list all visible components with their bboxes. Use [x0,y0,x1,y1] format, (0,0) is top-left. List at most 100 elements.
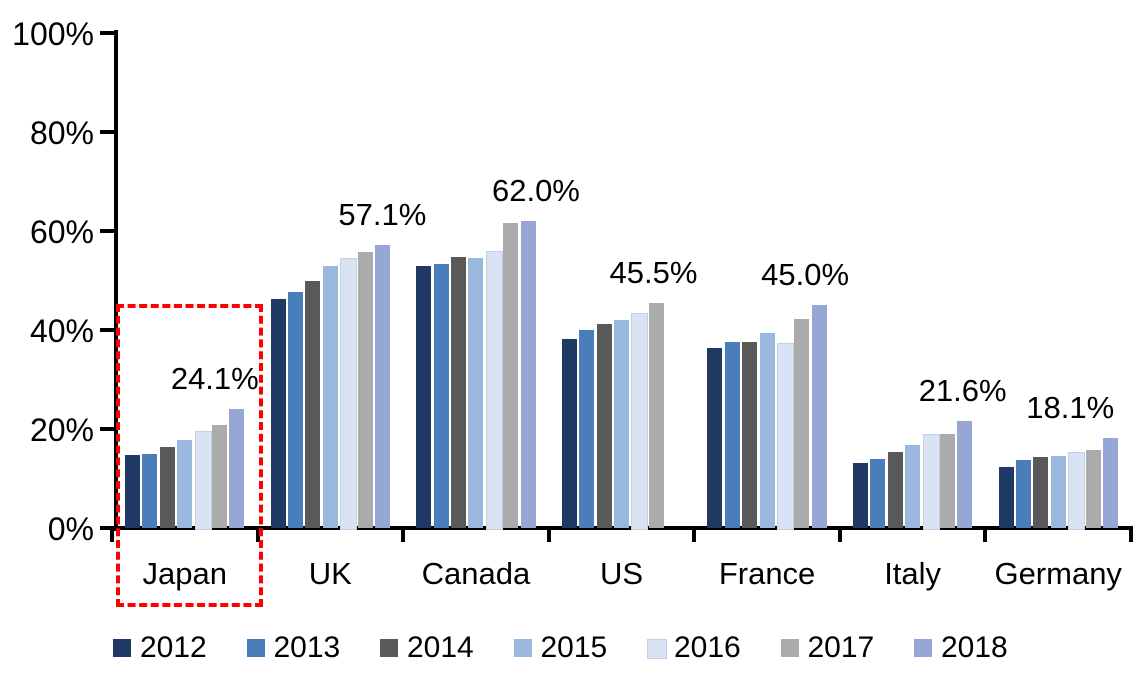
bar-france-2014 [742,341,758,528]
y-axis-tick-label: 0% [47,511,94,547]
bar-canada-2015 [468,258,484,528]
legend-label-2012: 2012 [140,631,207,664]
bar-france-2013 [724,341,740,528]
bar-canada-2018 [520,221,536,528]
y-axis-tick [100,130,114,134]
legend-label-2016: 2016 [674,631,741,664]
y-axis-tick-label: 40% [29,313,94,349]
bar-germany-2016 [1068,451,1086,530]
bar-canada-2016 [485,250,503,530]
bar-italy-2014 [887,452,903,528]
bar-germany-2015 [1050,455,1066,528]
y-axis-tick [100,427,114,431]
bar-germany-2012 [998,466,1014,528]
x-label-us: US [599,556,644,591]
bar-italy-2015 [905,444,921,528]
bar-uk-2013 [288,292,304,528]
bar-us-2015 [614,320,629,528]
x-axis-line [110,526,1133,530]
bar-italy-2012 [852,462,868,528]
legend-item-2013: 2013 [246,633,371,663]
value-label-france: 45.0% [761,257,850,293]
x-label-france: France [718,556,816,591]
legend-label-2017: 2017 [807,631,875,664]
legend-swatch-2018 [914,639,932,657]
bar-italy-2018 [957,421,973,528]
legend-item-2016: 2016 [647,633,771,663]
y-axis-line [114,30,118,531]
legend-swatch-2013 [246,639,265,657]
bar-japan-2015 [177,439,193,528]
value-label-italy: 21.6% [918,373,1007,409]
legend-item-2012: 2012 [113,633,237,663]
x-axis-tick [110,528,114,542]
x-label-italy: Italy [884,556,942,591]
bar-us-2016 [631,312,649,530]
bar-canada-2014 [451,257,467,528]
bar-japan-2018 [229,408,245,528]
x-axis-tick [837,528,842,542]
bar-uk-2018 [375,245,391,528]
y-axis-tick-label: 100% [12,16,94,52]
y-axis-tick [100,328,114,332]
x-axis-tick [255,528,260,542]
x-label-uk: UK [308,556,352,591]
x-label-japan: Japan [142,556,228,591]
bar-canada-2017 [503,223,519,528]
legend-label-2018: 2018 [941,631,1008,664]
bar-italy-2013 [870,458,886,528]
legend-swatch-2017 [780,639,799,657]
x-label-germany: Germany [994,556,1122,591]
bar-uk-2012 [270,298,286,528]
bar-us-2014 [596,324,612,528]
bar-france-2016 [776,343,794,530]
y-axis-tick-label: 20% [29,412,94,448]
bar-germany-2017 [1085,449,1101,528]
legend-label-2014: 2014 [407,631,474,664]
y-axis-tick [100,229,114,233]
legend-item-2018: 2018 [914,633,1038,663]
bar-germany-2014 [1033,457,1049,528]
bar-uk-2016 [340,257,358,530]
bar-france-2012 [707,347,723,528]
bar-canada-2012 [416,266,432,528]
legend-swatch-2014 [380,639,398,657]
legend-swatch-2016 [647,639,667,659]
legend-swatch-2012 [113,639,131,657]
bar-us-2012 [561,338,577,528]
legend-item-2015: 2015 [513,633,638,663]
bar-germany-2018 [1102,438,1118,528]
legend-label-2013: 2013 [273,631,341,664]
bar-japan-2013 [142,454,158,528]
legend-label-2015: 2015 [540,631,608,664]
y-axis-tick [100,526,114,530]
y-axis-tick-label: 60% [29,214,94,250]
y-axis-tick [100,31,114,35]
bar-japan-2014 [159,446,175,528]
y-axis-tick-label: 80% [29,115,94,151]
bar-france-2015 [759,333,775,528]
legend-item-2014: 2014 [380,633,504,663]
bar-us-2017 [648,302,664,528]
x-axis-tick [983,528,988,542]
bar-canada-2013 [433,264,449,528]
x-label-canada: Canada [421,556,531,591]
x-axis-tick [401,528,406,542]
x-axis-tick [546,528,551,542]
legend-item-2017: 2017 [780,633,905,663]
value-label-uk: 57.1% [338,197,427,233]
bar-japan-2017 [212,424,228,528]
x-axis-tick [692,528,697,542]
bar-us-2013 [579,330,595,528]
value-label-us: 45.5% [609,254,698,290]
bar-uk-2017 [357,251,373,528]
bar-italy-2017 [939,433,955,528]
bar-france-2018 [811,305,827,528]
bar-italy-2016 [922,434,940,530]
value-label-germany: 18.1% [1026,390,1115,426]
bar-uk-2015 [322,265,338,528]
value-label-canada: 62.0% [491,173,580,209]
bar-japan-2016 [194,430,212,530]
x-axis-tick [1129,528,1133,542]
